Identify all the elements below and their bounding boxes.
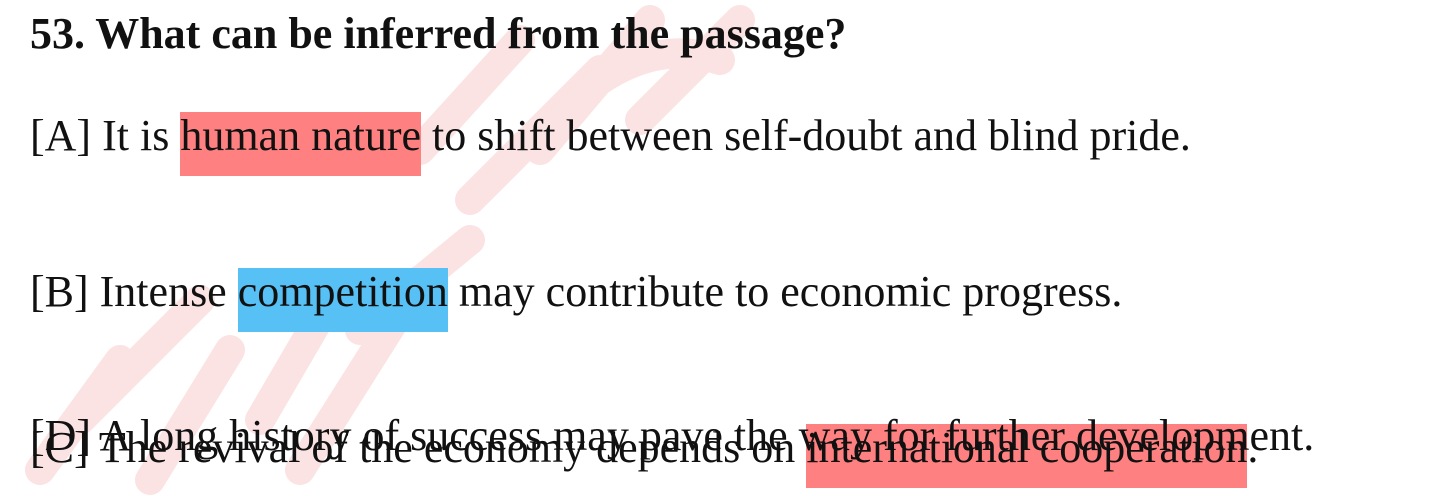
question-title: 53. What can be inferred from the passag… (30, 9, 847, 58)
option-text-before: The revival of the economy depends on (88, 423, 807, 472)
option-text-before: It is (91, 111, 181, 160)
option-text: A long history of success may pave the w… (91, 411, 1315, 460)
option-a[interactable]: [A] It is human nature to shift between … (30, 108, 1443, 176)
option-marker: [C] (30, 423, 89, 472)
option-b[interactable]: [B] Intense competition may contribute t… (30, 264, 1443, 332)
option-text-before: Intense (88, 267, 238, 316)
option-marker: [B] (30, 267, 89, 316)
option-text-after: . (1247, 423, 1259, 472)
highlighted-phrase: competition (237, 264, 449, 332)
option-text-after: to shift between self-doubt and blind pr… (421, 111, 1191, 160)
highlighted-phrase: human nature (180, 108, 421, 176)
highlighted-phrase: international cooperation (806, 420, 1248, 488)
option-marker: [A] (30, 111, 92, 160)
option-marker: [D] (30, 411, 92, 460)
option-c[interactable]: [C] The revival of the economy depends o… (30, 420, 1443, 488)
option-d[interactable]: [D] A long history of success may pave t… (30, 408, 1314, 464)
option-text-after: may contribute to economic progress. (447, 267, 1123, 316)
